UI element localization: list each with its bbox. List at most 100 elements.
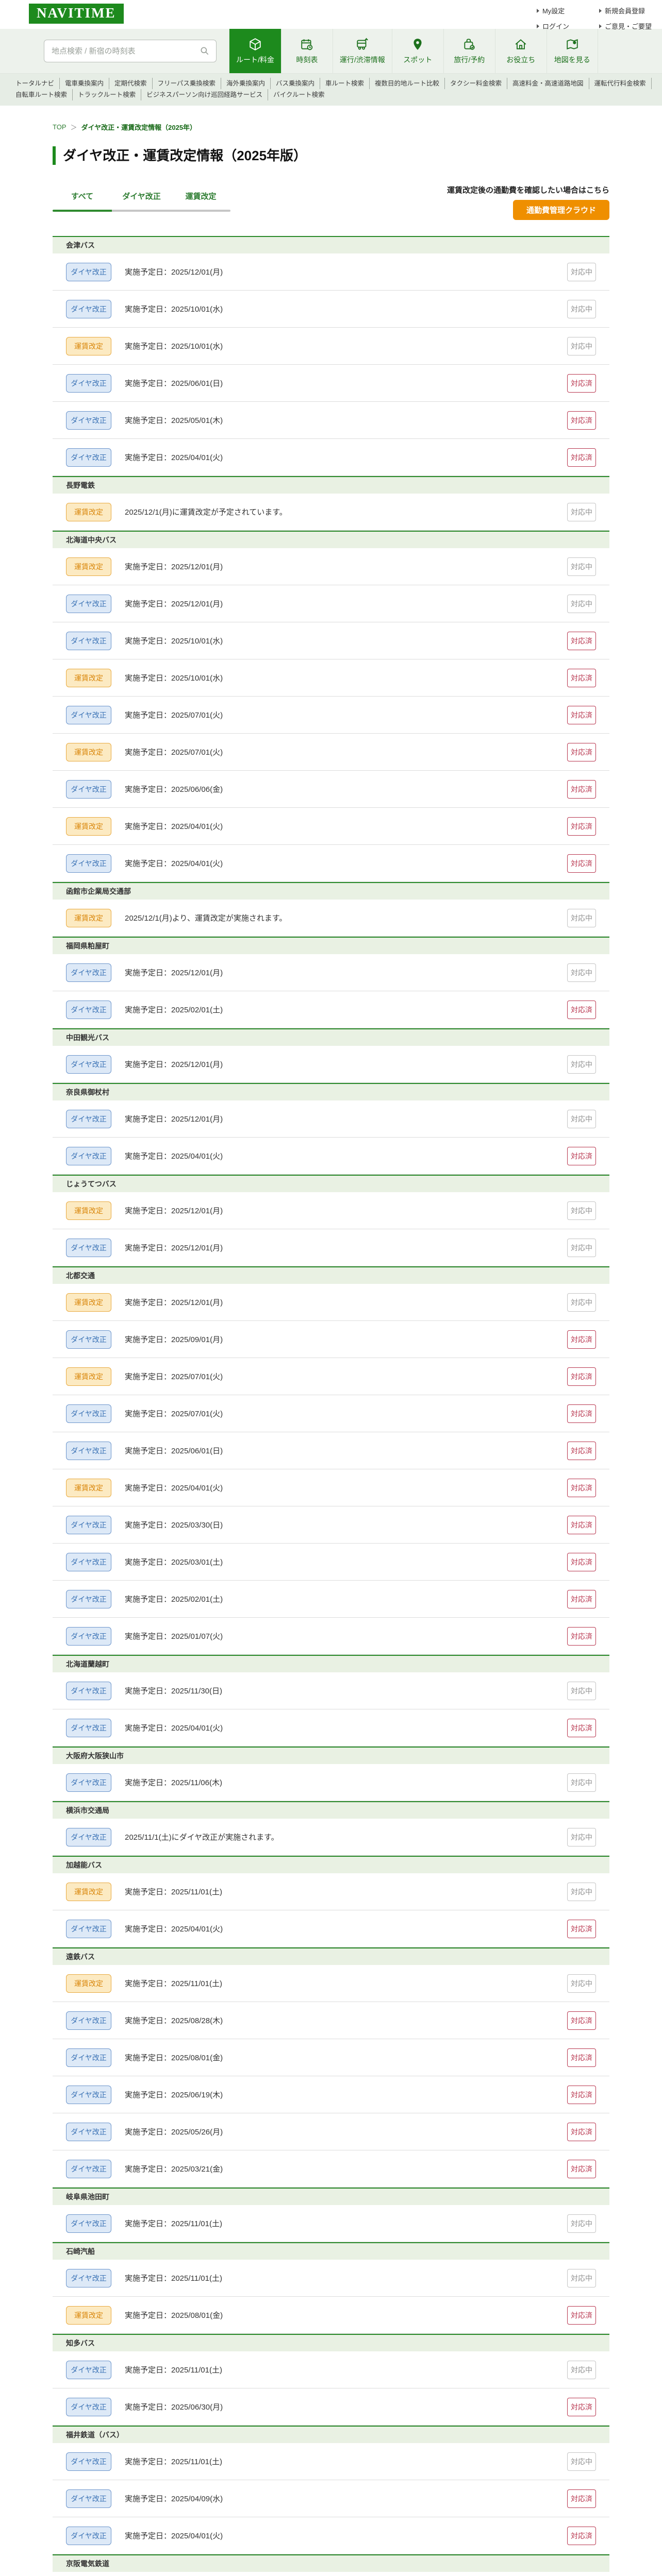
status-progress-badge: 対応中 [567,963,596,982]
breadcrumb-home-link[interactable]: TOP [53,123,67,131]
revision-text: 実施予定日：2025/10/01(水) [125,342,223,351]
dia-revision-badge: ダイヤ改正 [66,705,111,724]
nav-item-useful[interactable]: お役立ち [494,29,547,73]
top-link[interactable]: ご意見・ご要望 [599,21,652,31]
status-done-badge: 対応済 [567,854,596,873]
subnav-link[interactable]: 複数目的地ルート比較 [370,78,445,89]
dia-revision-badge: ダイヤ改正 [66,1330,111,1349]
top-link[interactable]: My設定 [536,6,569,15]
subnav-link[interactable]: 車ルート検索 [320,78,370,89]
breadcrumb-current: ダイヤ改正・運賃改定情報（2025年） [81,124,197,131]
subnav-link[interactable]: 自転車ルート検索 [10,89,73,100]
triangle-marker-icon [599,8,602,13]
fare-revision-badge: 運賃改定 [66,2306,111,2325]
subnav-link[interactable]: バイクルート検索 [273,91,325,98]
revision-text: 実施予定日：2025/02/01(土) [125,1006,223,1014]
tab-active-indicator [53,210,230,212]
revision-text: 実施予定日：2025/12/01(月) [125,563,223,571]
tab-fare-revision[interactable]: 運賃改定 [185,192,217,201]
fare-revision-badge: 運賃改定 [66,1974,111,1993]
company-name: 京阪電気鉄道 [53,2554,609,2572]
dia-revision-badge: ダイヤ改正 [66,1589,111,1608]
status-progress-badge: 対応中 [567,262,596,281]
revision-text: 実施予定日：2025/04/01(火) [125,859,223,868]
search-box[interactable] [44,40,217,62]
status-done-badge: 対応済 [567,705,596,724]
revision-text: 実施予定日：2025/05/26(月) [125,2128,223,2137]
dia-revision-badge: ダイヤ改正 [66,1718,111,1737]
subnav-link[interactable]: 定期代検索 [109,78,153,89]
dia-revision-badge: ダイヤ改正 [66,2526,111,2545]
subnav-link[interactable]: タクシー料金検索 [445,78,508,89]
status-done-badge: 対応済 [567,2489,596,2508]
commute-cloud-button[interactable]: 通勤費管理クラウド [512,200,609,220]
revision-text: 実施予定日：2025/04/01(火) [125,1484,223,1493]
revision-row: 運賃改定 2025/12/1(月)に運賃改定が予定されています。 対応中 [53,494,609,531]
top-link-label: ログイン [542,23,569,30]
nav-item-timetable[interactable]: 時刻表 [280,29,333,73]
dia-revision-badge: ダイヤ改正 [66,2452,111,2471]
dia-revision-badge: ダイヤ改正 [66,262,111,281]
revision-row: 運賃改定 実施予定日：2025/04/01(火) 対応済 [53,808,609,845]
status-done-badge: 対応済 [567,817,596,836]
revision-row: ダイヤ改正 実施予定日：2025/03/21(金) 対応済 [53,2150,609,2188]
tab-all[interactable]: すべて [71,192,94,201]
fare-revision-badge: 運賃改定 [66,1367,111,1386]
top-link[interactable]: 新規会員登録 [599,6,652,15]
subnav-link[interactable]: トラックルート検索 [73,89,142,100]
subnav-link[interactable]: 高速料金・高速道路地図 [507,78,589,89]
nav-item-label: ルート/料金 [236,55,274,64]
revision-text: 実施予定日：2025/12/01(月) [125,268,223,277]
nav-item-route[interactable]: ルート/料金 [229,29,281,73]
nav-item-map[interactable]: 地図を見る [546,29,598,73]
fare-revision-badge: 運賃改定 [66,817,111,836]
revision-row: ダイヤ改正 実施予定日：2025/12/01(月) 対応中 [53,954,609,991]
status-progress-badge: 対応中 [567,502,596,521]
revision-row: 運賃改定 実施予定日：2025/07/01(火) 対応済 [53,1358,609,1395]
status-done-badge: 対応済 [567,2122,596,2141]
revision-row: 運賃改定 実施予定日：2025/12/01(月) 対応中 [53,1284,609,1321]
company-section: 北海道蘭越町 ダイヤ改正 実施予定日：2025/11/30(日) 対応中 ダイヤ改正 実施… [53,1655,609,1747]
revision-row: 運賃改定 実施予定日：2025/07/01(火) 対応済 [53,734,609,771]
revision-text: 実施予定日：2025/11/01(土) [125,1888,222,1896]
subnav-link[interactable]: 運転代行料金検索 [589,78,652,89]
revision-row: 運賃改定 実施予定日：2025/10/01(水) 対応中 [53,328,609,365]
top-link[interactable]: ログイン [536,21,569,31]
triangle-marker-icon [599,24,602,28]
tab-dia-revision[interactable]: ダイヤ改正 [122,192,161,201]
subnav-link[interactable]: トータルナビ [10,78,60,89]
navitime-logo[interactable]: NAVITIME [29,4,124,24]
status-progress-badge: 対応中 [567,1882,596,1901]
revision-row: ダイヤ改正 実施予定日：2025/10/01(水) 対応済 [53,622,609,659]
company-name: 北海道中央バス [53,531,609,548]
revision-text: 実施予定日：2025/02/01(土) [125,1595,223,1604]
nav-item-spot[interactable]: スポット [391,29,443,73]
subnav-link[interactable]: 海外乗換案内 [221,78,271,89]
content-container: TOP ＞ ダイヤ改正・運賃改定情報（2025年） ダイヤ改正・運賃改定情報（2… [53,122,609,2576]
dia-revision-badge: ダイヤ改正 [66,779,111,799]
subnav-link[interactable]: バス乗換案内 [271,78,320,89]
status-done-badge: 対応済 [567,2085,596,2104]
revision-row: ダイヤ改正 実施予定日：2025/11/06(木) 対応中 [53,1764,609,1801]
company-section: 遠鉄バス 運賃改定 実施予定日：2025/11/01(土) 対応中 ダイヤ改正 実施予定日… [53,1947,609,2188]
status-done-badge: 対応済 [567,1146,596,1165]
nav-item-label: 運行/渋滞情報 [339,55,385,64]
subnav-link[interactable]: フリーパス乗換検索 [153,78,221,89]
search-icon[interactable] [200,46,210,56]
revision-row: ダイヤ改正 実施予定日：2025/08/01(金) 対応済 [53,2039,609,2076]
revision-text: 実施予定日：2025/10/01(水) [125,674,223,683]
dia-revision-badge: ダイヤ改正 [66,1441,111,1460]
revision-text: 実施予定日：2025/12/01(月) [125,1207,223,1215]
revision-row: 運賃改定 実施予定日：2025/12/01(月) 対応中 [53,548,609,585]
search-input[interactable] [51,46,200,56]
status-done-badge: 対応済 [567,1919,596,1938]
dia-revision-badge: ダイヤ改正 [66,2489,111,2508]
nav-item-travel[interactable]: 旅行/予約 [443,29,495,73]
subnav-link[interactable]: 電車乗換案内 [60,78,110,89]
revision-text: 2025/12/1(月)に運賃改定が予定されています。 [125,508,287,517]
company-section: 福井鉄道（バス） ダイヤ改正 実施予定日：2025/11/01(土) 対応中 ダイヤ改正… [53,2426,609,2554]
subnav-link[interactable]: ビジネスパーソン向け巡回経路サービス [141,89,269,100]
nav-item-traffic[interactable]: 運行/渋滞情報 [332,29,392,73]
top-link-label: My設定 [542,7,565,15]
revision-row: ダイヤ改正 実施予定日：2025/06/01(日) 対応済 [53,365,609,402]
